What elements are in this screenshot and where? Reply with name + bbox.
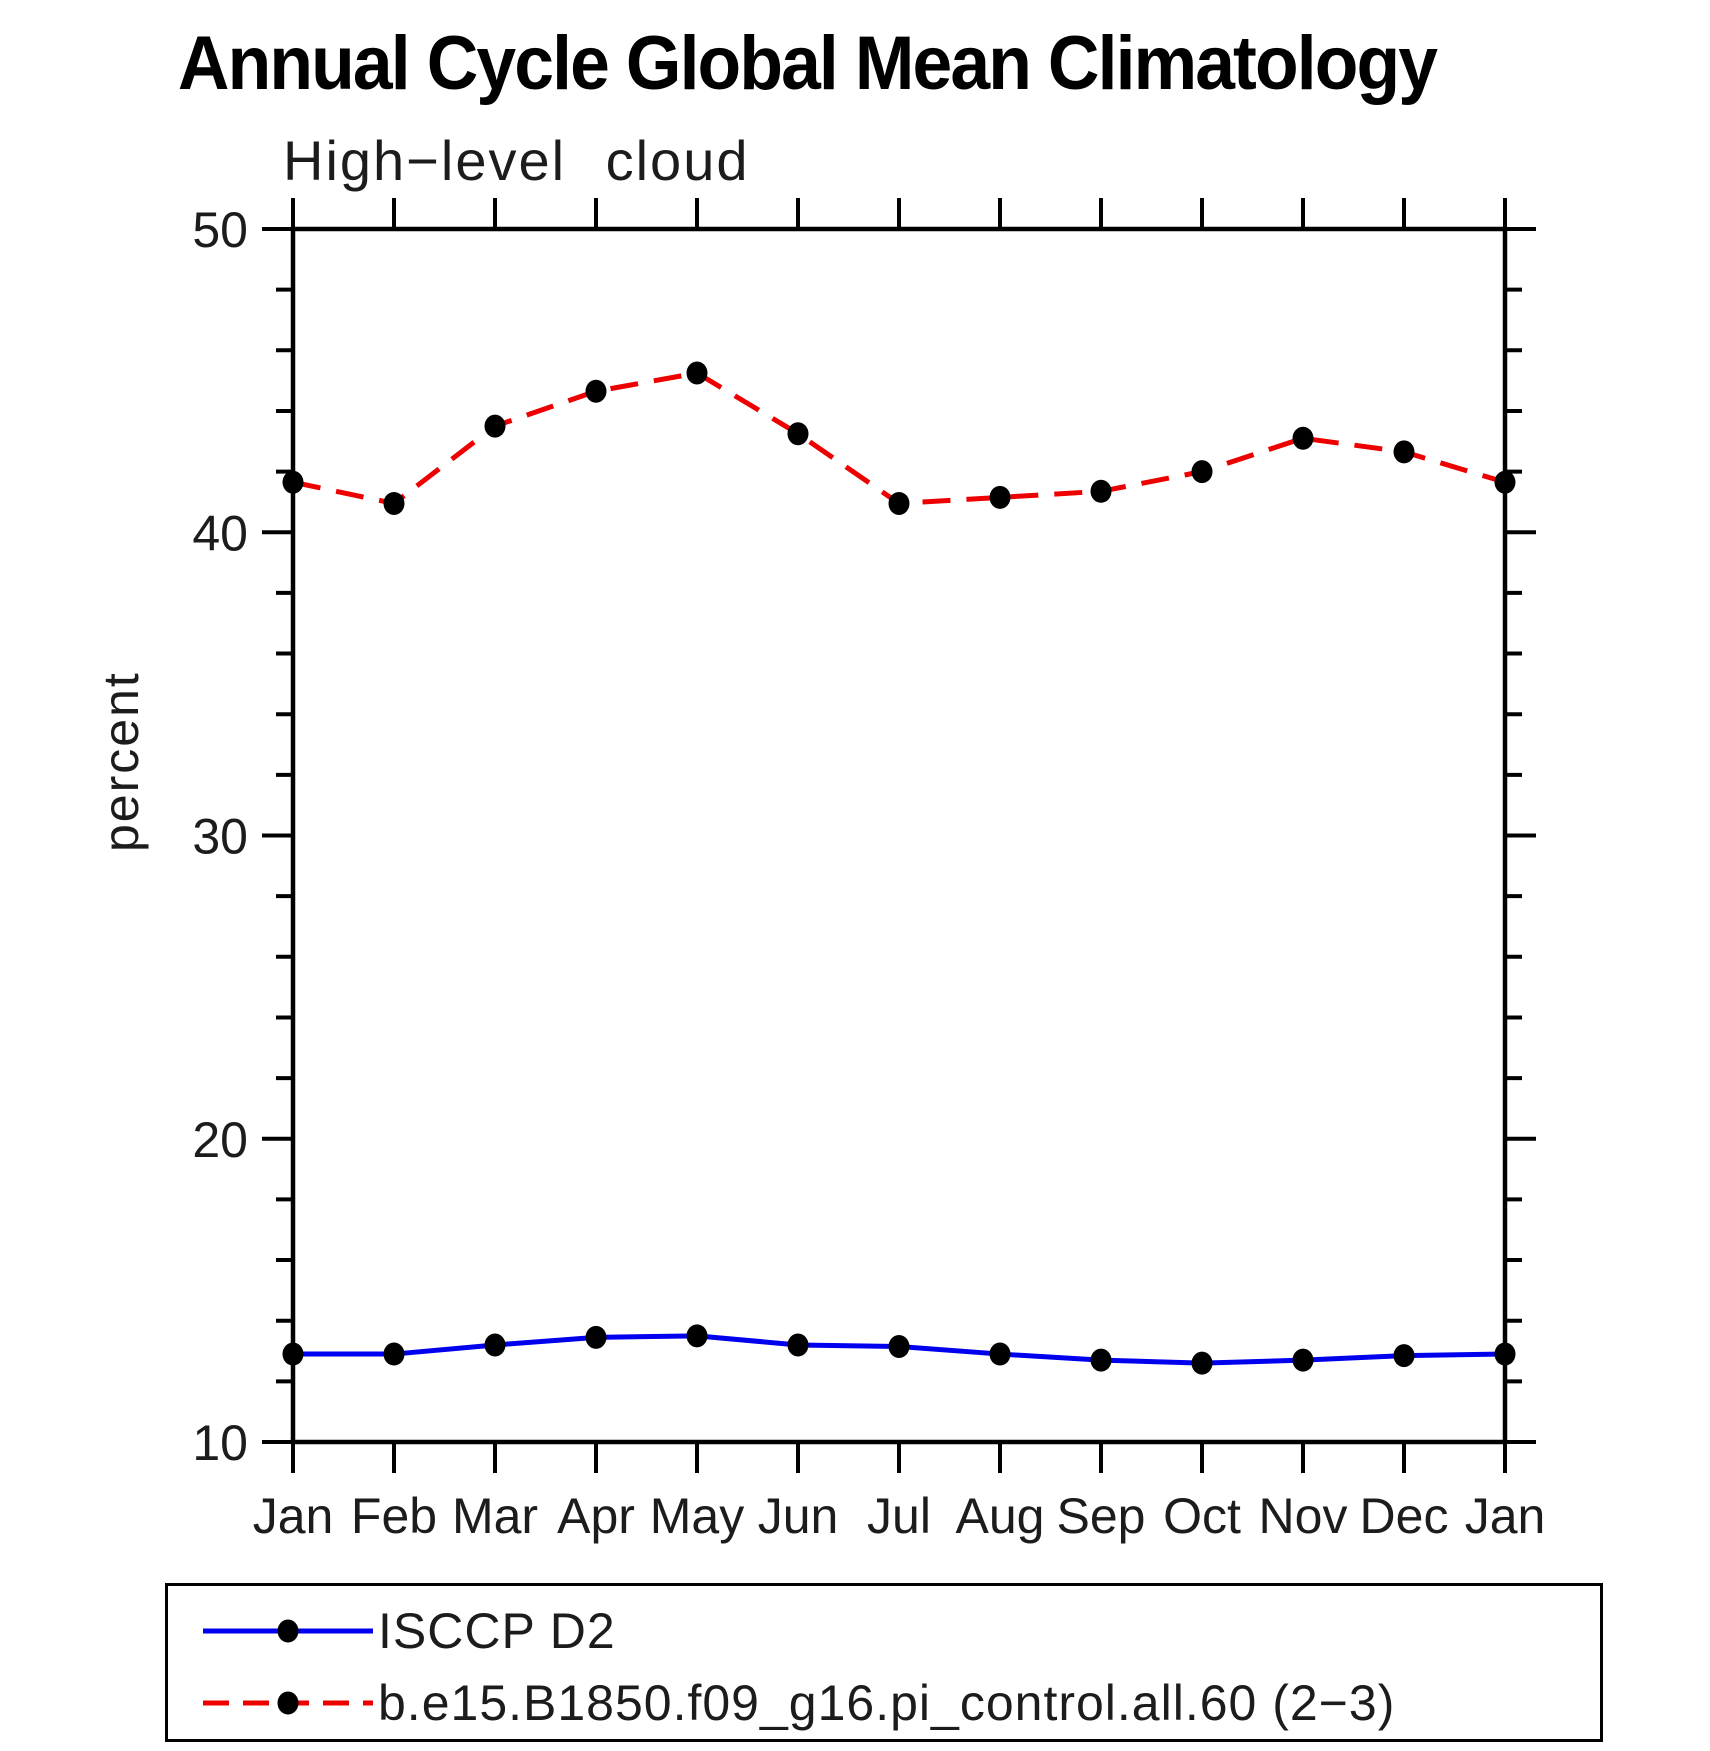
- data-point-marker-s1: [1090, 479, 1112, 503]
- data-point-marker-s1: [989, 485, 1011, 509]
- y-tick-label: 20: [192, 1112, 248, 1168]
- data-point-marker-s0: [585, 1325, 607, 1349]
- data-point-marker-s0: [888, 1334, 910, 1358]
- data-point-marker-s1: [585, 379, 607, 403]
- x-tick-label: Jan: [1465, 1488, 1546, 1544]
- data-point-marker-s1: [1191, 460, 1213, 484]
- data-point-marker-s1: [383, 491, 405, 515]
- legend-entry-model: b.e15.B1850.f09_g16.pi_control.all.60 (2…: [201, 1675, 1396, 1731]
- data-point-marker-s0: [484, 1333, 506, 1357]
- data-point-marker-s0: [282, 1342, 304, 1366]
- data-point-marker-s1: [484, 414, 506, 438]
- y-tick-label: 40: [192, 505, 248, 561]
- x-tick-label: Aug: [956, 1488, 1045, 1544]
- data-point-marker-s1: [1494, 470, 1516, 494]
- x-tick-label: Apr: [557, 1488, 635, 1544]
- y-tick-label: 50: [192, 202, 248, 258]
- y-tick-label: 10: [192, 1415, 248, 1471]
- legend-label-model: b.e15.B1850.f09_g16.pi_control.all.60 (2…: [378, 1675, 1396, 1731]
- data-point-marker-s0: [787, 1333, 809, 1357]
- x-tick-label: Feb: [351, 1488, 437, 1544]
- x-tick-label: Dec: [1360, 1488, 1449, 1544]
- data-point-marker-s0: [1090, 1348, 1112, 1372]
- legend-marker-dot: [277, 1691, 299, 1715]
- legend-box: ISCCP D2 b.e15.B1850.f09_g16.pi_control.…: [165, 1583, 1603, 1742]
- data-point-marker-s1: [686, 361, 708, 385]
- x-tick-label: Mar: [452, 1488, 538, 1544]
- x-tick-label: Jul: [867, 1488, 931, 1544]
- x-tick-label: Nov: [1259, 1488, 1348, 1544]
- data-point-marker-s0: [383, 1342, 405, 1366]
- legend-line-sample-dashed: [203, 1691, 373, 1715]
- data-point-marker-s0: [1494, 1342, 1516, 1366]
- data-point-marker-s1: [787, 422, 809, 446]
- chart-subtitle: High−level cloud: [283, 129, 750, 192]
- y-tick-label: 30: [192, 809, 248, 865]
- data-point-marker-s0: [686, 1324, 708, 1348]
- legend-label-isccp: ISCCP D2: [378, 1603, 616, 1659]
- x-tick-label: Sep: [1057, 1488, 1146, 1544]
- chart-frame: [290, 226, 1508, 1445]
- x-tick-label: Oct: [1163, 1488, 1241, 1544]
- chart-title: Annual Cycle Global Mean Climatology: [177, 21, 1438, 106]
- data-point-marker-s1: [282, 470, 304, 494]
- data-point-marker-s0: [1393, 1344, 1415, 1368]
- legend-line-sample-solid: [203, 1619, 373, 1643]
- legend-marker-dot: [277, 1619, 299, 1643]
- data-point-marker-s0: [1292, 1348, 1314, 1372]
- data-point-marker-s0: [989, 1342, 1011, 1366]
- data-point-marker-s1: [1292, 426, 1314, 450]
- x-tick-label: May: [650, 1488, 744, 1544]
- data-point-marker-s1: [1393, 440, 1415, 464]
- data-point-marker-s1: [888, 491, 910, 515]
- x-tick-label: Jan: [253, 1488, 334, 1544]
- x-tick-label: Jun: [758, 1488, 839, 1544]
- legend-entry-isccp: ISCCP D2: [201, 1603, 616, 1659]
- data-point-marker-s0: [1191, 1351, 1213, 1375]
- series-line-1: [292, 370, 1506, 507]
